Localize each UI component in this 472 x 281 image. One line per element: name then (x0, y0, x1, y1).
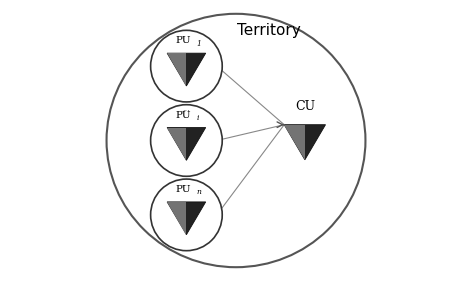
Polygon shape (167, 202, 186, 235)
Text: PU: PU (176, 111, 192, 120)
Polygon shape (167, 128, 186, 160)
Circle shape (151, 179, 222, 251)
Text: Territory: Territory (237, 23, 301, 38)
Polygon shape (167, 53, 186, 86)
Polygon shape (167, 128, 206, 160)
Text: PU: PU (176, 185, 192, 194)
Text: PU: PU (176, 36, 192, 45)
Text: 1: 1 (197, 40, 202, 47)
Text: ...: ... (183, 104, 190, 113)
Polygon shape (284, 125, 326, 160)
Circle shape (151, 30, 222, 102)
Polygon shape (284, 125, 305, 160)
Polygon shape (167, 53, 206, 86)
Text: ...: ... (183, 179, 190, 188)
Text: i: i (197, 114, 199, 122)
Circle shape (151, 105, 222, 176)
Polygon shape (167, 202, 206, 235)
Text: n: n (197, 188, 202, 196)
Text: CU: CU (295, 100, 315, 113)
